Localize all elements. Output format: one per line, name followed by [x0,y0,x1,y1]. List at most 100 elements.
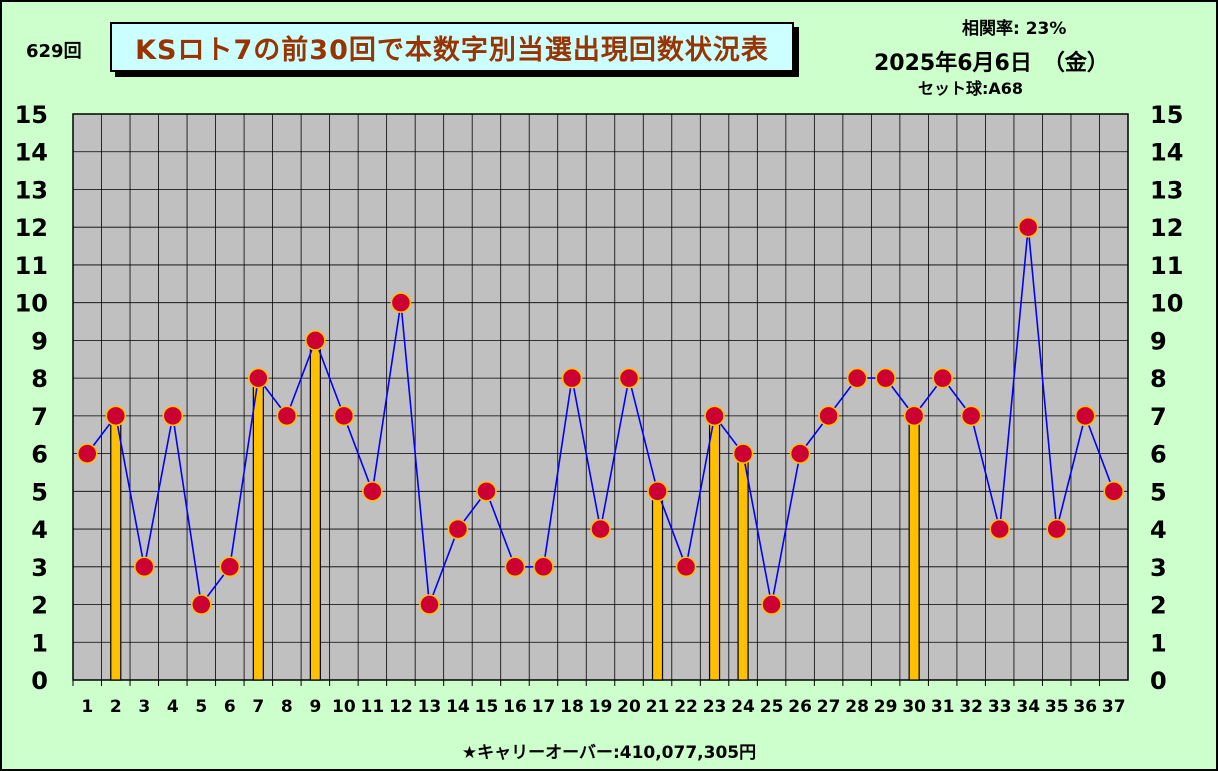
y-tick-label-right: 4 [1150,516,1167,544]
highlight-bar [651,490,664,681]
x-tick-label: 28 [845,697,869,717]
data-point [989,518,1010,540]
data-point [732,443,754,464]
data-point [276,405,298,427]
highlight-bar [110,415,122,681]
draw-number: 629回 [26,41,82,62]
x-tick-label: 21 [646,697,670,717]
highlight-bar [252,377,264,681]
y-tick-label-right: 1 [1150,629,1167,657]
highlight-bar [908,415,920,681]
data-point [647,481,668,502]
y-tick-label-right: 12 [1150,214,1183,242]
data-point [77,443,98,464]
chart-title: KSロト7の前30回で本数字別当選出現回数状況表 [135,34,769,66]
y-tick-label-right: 15 [1150,101,1183,129]
x-tick-label: 9 [309,697,321,717]
x-tick-label: 4 [167,697,179,717]
data-point [476,481,497,502]
x-tick-label: 5 [195,697,207,717]
y-tick-label-left: 10 [15,290,48,318]
x-tick-label: 29 [874,697,898,717]
x-tick-label: 22 [674,697,698,717]
y-tick-label-right: 0 [1150,667,1167,695]
data-point [362,481,383,502]
x-tick-label: 19 [589,697,613,717]
y-tick-label-right: 9 [1150,327,1167,355]
x-tick-label: 23 [703,697,727,717]
y-tick-label-left: 5 [31,478,48,506]
x-tick-label: 37 [1102,697,1126,717]
data-point [1046,518,1067,540]
data-point [590,518,611,540]
chart-title-box: KSロト7の前30回で本数字別当選出現回数状況表 [110,22,794,72]
y-tick-label-right: 13 [1150,176,1183,204]
y-tick-label-right: 6 [1150,441,1167,469]
data-point [219,556,241,578]
x-tick-label: 17 [532,697,556,717]
data-point [789,443,811,464]
x-tick-label: 20 [617,697,641,717]
data-point [675,556,697,578]
y-tick-label-left: 12 [15,214,48,242]
y-tick-label-left: 2 [31,592,48,620]
data-point [1103,481,1124,502]
y-tick-label-left: 14 [15,139,48,167]
data-point [704,405,725,427]
y-tick-label-left: 0 [31,667,48,695]
data-point [960,405,982,427]
x-tick-label: 3 [138,697,150,717]
x-tick-label: 14 [446,697,470,717]
x-tick-label: 32 [959,697,983,717]
x-tick-label: 1 [81,697,93,717]
x-tick-label: 16 [503,697,527,717]
y-tick-label-right: 2 [1150,592,1167,620]
set-ball: セット球:A68 [918,79,1024,98]
data-point [305,330,326,351]
data-point [134,556,155,578]
correlation-rate: 相関率: 23% [962,19,1067,39]
data-point [390,292,412,313]
y-tick-label-left: 7 [31,403,48,431]
y-tick-label-left: 3 [31,554,48,582]
data-point [191,594,212,615]
data-point [903,405,925,427]
x-tick-label: 34 [1016,697,1040,717]
x-tick-label: 13 [418,697,442,717]
highlight-bar [737,453,749,681]
x-tick-label: 33 [988,697,1012,717]
data-point [533,556,554,578]
data-point [618,367,640,389]
x-tick-label: 18 [560,697,584,717]
x-tick-label: 7 [252,697,264,717]
data-point [105,405,127,427]
x-tick-label: 35 [1045,697,1069,717]
x-tick-label: 30 [902,697,926,717]
x-tick-label: 8 [281,697,293,717]
data-point [1074,405,1096,427]
y-tick-label-right: 10 [1150,290,1183,318]
x-tick-label: 36 [1073,697,1097,717]
x-tick-label: 31 [931,697,955,717]
data-point [875,367,896,389]
draw-date: 2025年6月6日 （金） [874,51,1109,76]
data-point [818,405,839,427]
data-point [1017,216,1039,238]
y-tick-label-left: 1 [31,629,48,657]
x-tick-label: 12 [389,697,413,717]
x-tick-label: 10 [332,697,356,717]
x-tick-label: 2 [110,697,122,717]
data-point [419,594,440,615]
y-tick-label-left: 6 [31,441,48,469]
data-point [248,367,269,389]
x-tick-label: 26 [788,697,812,717]
y-tick-label-left: 8 [31,365,48,393]
highlight-bar [309,339,321,681]
y-tick-label-right: 11 [1150,252,1183,280]
data-point [447,518,469,540]
data-point [761,594,782,615]
y-tick-label-left: 11 [15,252,48,280]
y-tick-label-right: 7 [1150,403,1167,431]
x-tick-label: 24 [731,697,755,717]
